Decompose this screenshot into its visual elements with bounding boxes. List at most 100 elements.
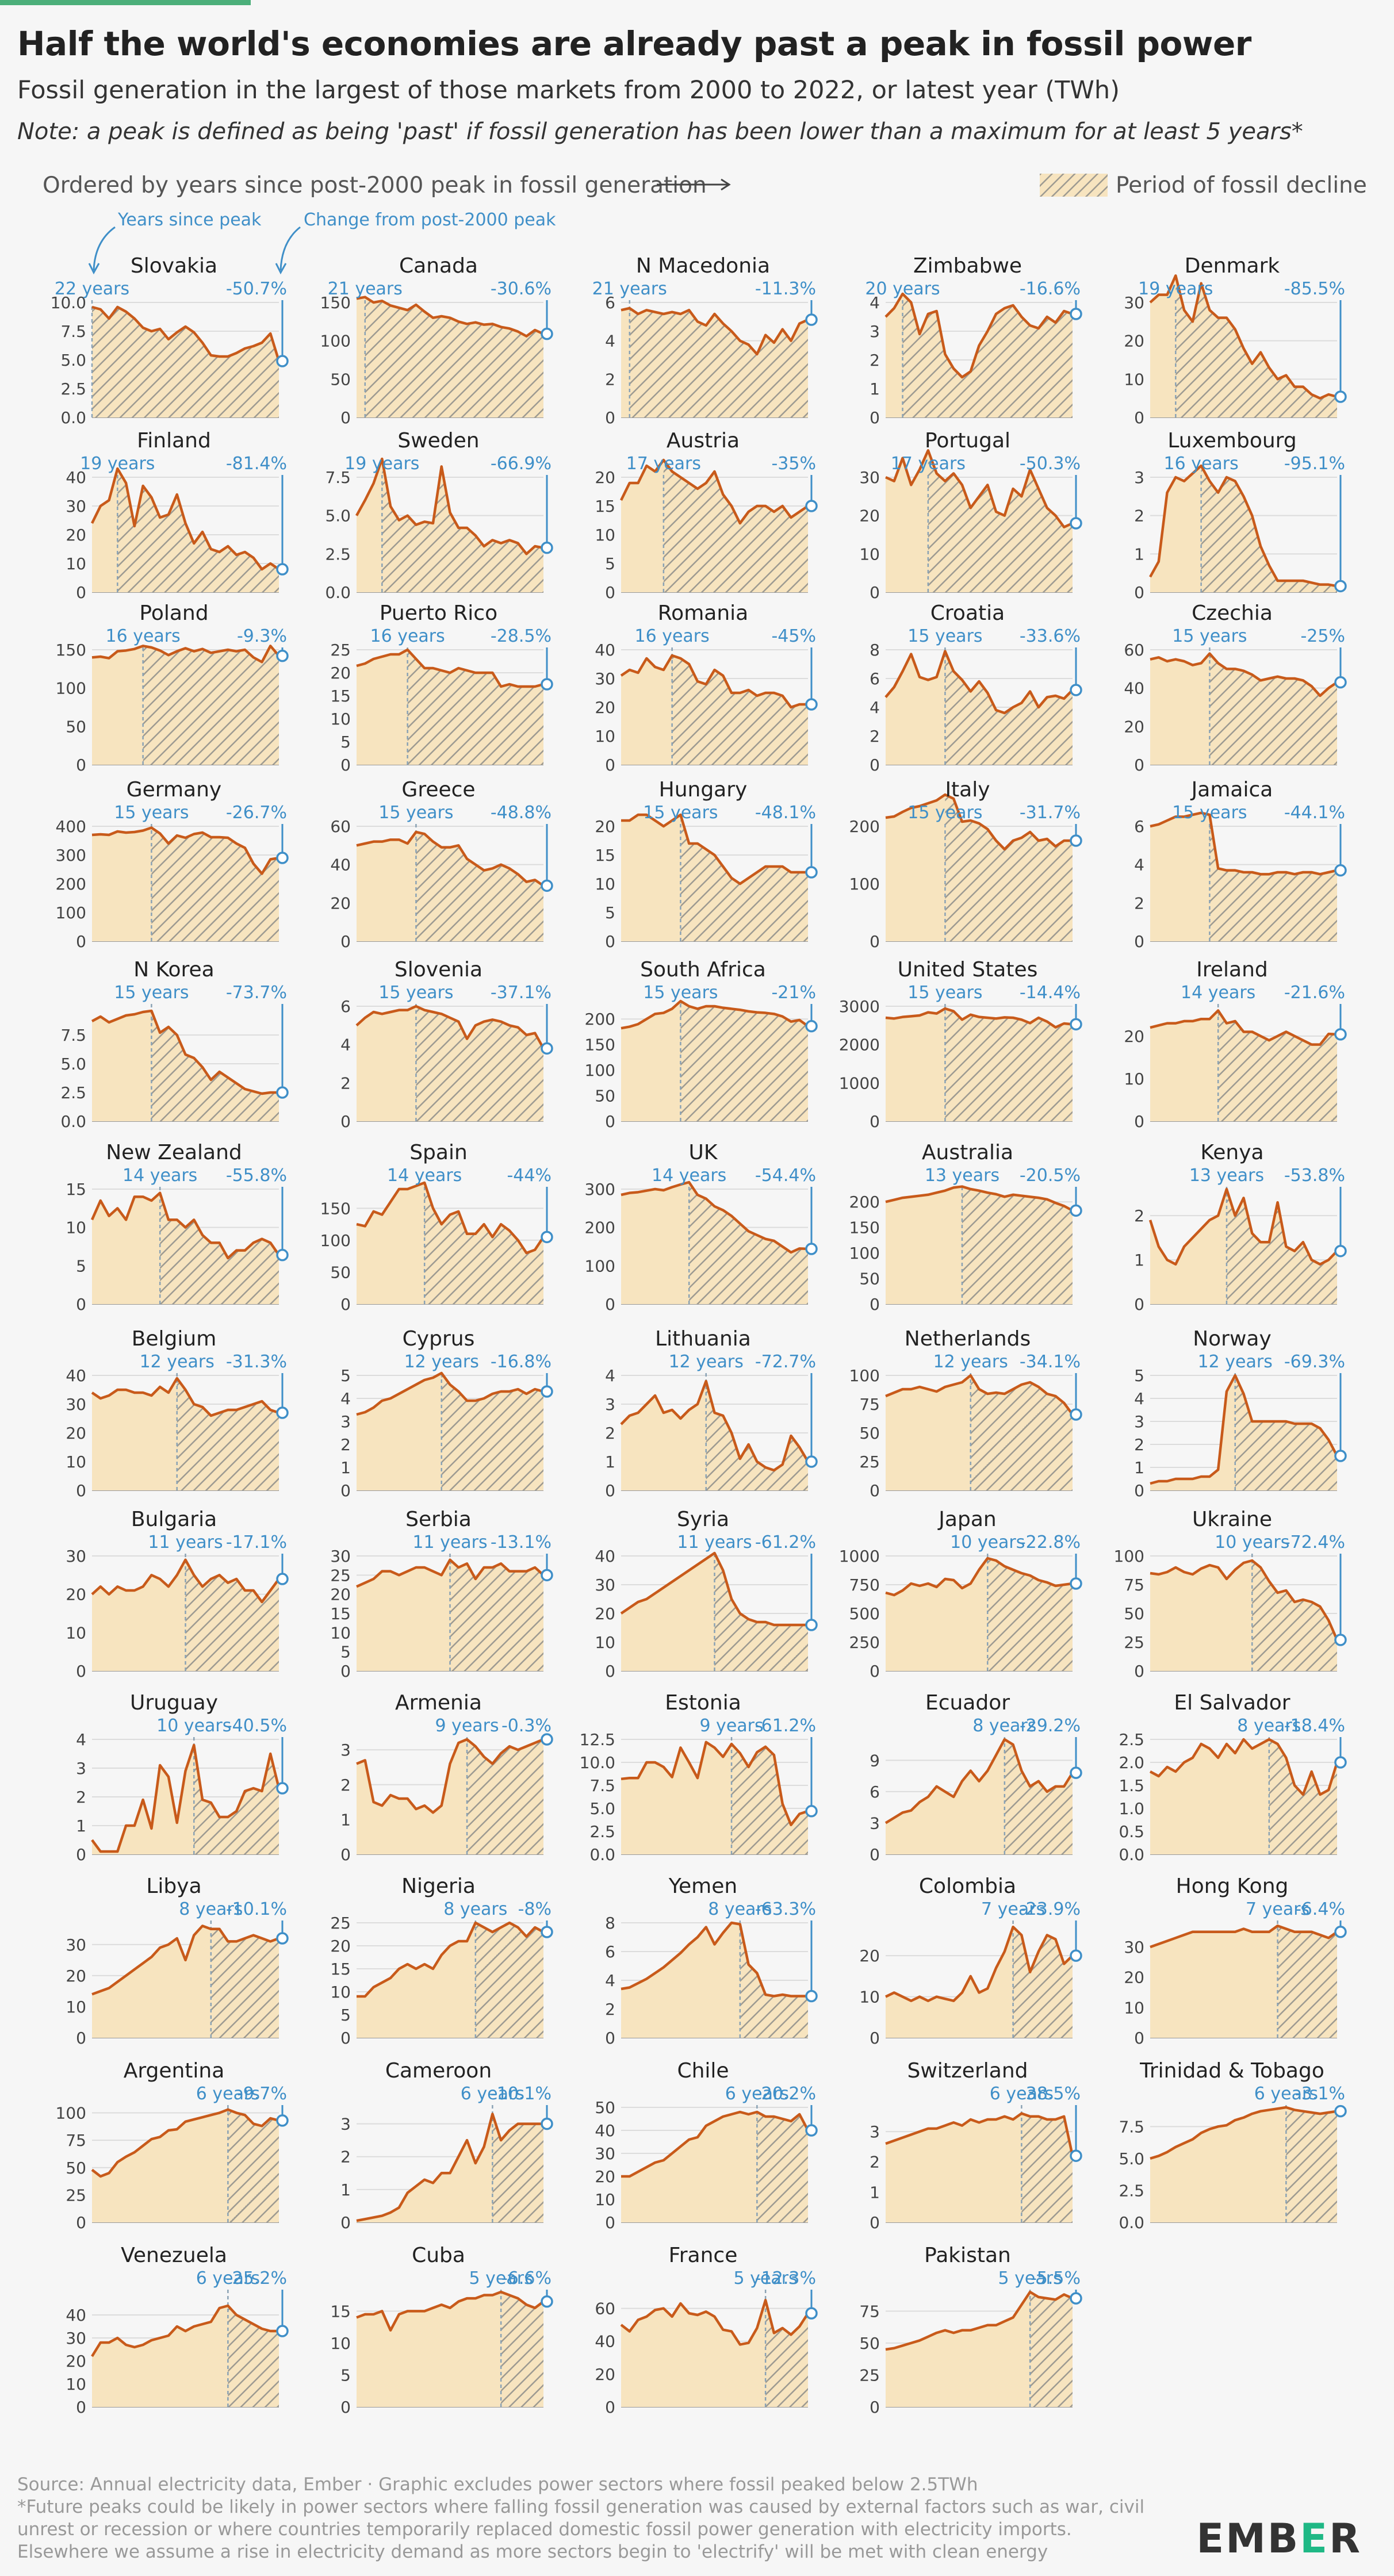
series-line: [1150, 2106, 1338, 2160]
series-line: [90, 1191, 280, 1260]
tick-label: 200: [56, 875, 86, 894]
tick-label: 10: [595, 1633, 615, 1652]
tick-label: 1: [340, 1458, 351, 1477]
tick-label: 0.0: [589, 1845, 615, 1864]
chart-title: Trinidad & Tobago: [1139, 2059, 1324, 2083]
change-marker-circle: [1334, 676, 1347, 689]
tick-label: 5: [340, 733, 351, 752]
tick-label: 2.0: [1119, 1753, 1144, 1772]
change-marker-circle: [1070, 2292, 1082, 2305]
series-line: [885, 793, 1073, 851]
tick-label: 50: [859, 1270, 880, 1289]
change-label: -9.7%: [237, 2084, 287, 2104]
tick-label: 60: [595, 2299, 615, 2318]
chart-title: Switzerland: [907, 2059, 1028, 2083]
change-label: -18.4%: [1284, 1716, 1345, 1736]
tick-label: 0: [870, 1295, 880, 1314]
chart-title: Puerto Rico: [380, 601, 497, 625]
annotation-years-since-peak: Years since peak: [118, 210, 262, 230]
decline-region: [194, 1745, 279, 1854]
tick-label: 0: [1134, 408, 1144, 427]
area-fill: [621, 2300, 808, 2407]
tick-label: 10: [1124, 1998, 1144, 2017]
tick-label: 4: [1134, 1389, 1144, 1408]
years-since-peak-label: 12 years: [669, 1352, 744, 1372]
change-label: -34.1%: [1020, 1352, 1081, 1372]
chart-title: Zimbabwe: [913, 254, 1022, 278]
change-marker-circle: [1334, 1926, 1347, 1938]
decline-region: [1277, 1926, 1337, 2038]
tick-label: 150: [320, 293, 351, 312]
tick-label: 2: [76, 1788, 86, 1807]
decline-region: [177, 1378, 279, 1490]
change-label: -21%: [771, 983, 816, 1003]
series-line: [357, 1921, 545, 1998]
tick-label: 2.5: [60, 1083, 86, 1102]
tick-label: 0: [340, 1481, 351, 1500]
chart-title: Denmark: [1185, 254, 1280, 278]
tick-label: 0: [76, 2398, 86, 2417]
arrow-right-icon: [657, 178, 731, 191]
series-line: [1149, 1738, 1339, 1796]
change-marker-circle: [276, 1406, 289, 1419]
tick-label: 7.5: [60, 1026, 86, 1045]
decline-region: [1030, 2292, 1073, 2407]
tick-label: 10: [66, 1452, 86, 1471]
tick-label: 4: [1134, 856, 1144, 875]
decline-region: [492, 2114, 543, 2222]
tick-label: 50: [859, 1424, 880, 1443]
tick-label: 0: [1134, 1112, 1144, 1131]
tick-label: 9: [870, 1751, 880, 1770]
tick-label: 20: [66, 526, 86, 545]
tick-label: 25: [66, 2186, 86, 2205]
tick-label: 100: [320, 332, 351, 351]
years-since-peak-label: 15 years: [114, 983, 189, 1003]
tick-label: 12.5: [580, 1730, 615, 1749]
decline-region: [228, 2306, 279, 2407]
chart-title: Uruguay: [130, 1691, 218, 1715]
change-marker-circle: [805, 1619, 818, 1631]
tick-label: 100: [56, 903, 86, 922]
decline-region: [945, 795, 1073, 941]
change-marker-circle: [805, 1019, 818, 1033]
tick-label: 100: [585, 1061, 615, 1080]
tick-label: 2: [1134, 507, 1144, 526]
tick-label: 6: [605, 1942, 615, 1961]
change-label: -37.1%: [491, 983, 552, 1003]
change-label: -66.9%: [491, 454, 552, 474]
tick-label: 15: [330, 2302, 351, 2321]
tick-label: 2: [605, 1424, 615, 1443]
years-since-peak-label: 15 years: [643, 983, 718, 1003]
tick-label: 750: [849, 1575, 880, 1594]
tick-label: 40: [595, 641, 615, 660]
series-line: [621, 306, 809, 356]
tick-label: 3: [870, 2122, 880, 2141]
series-line: [91, 2108, 279, 2178]
tick-label: 0.0: [325, 583, 351, 602]
tick-label: 50: [66, 2159, 86, 2178]
years-since-peak-label: 21 years: [592, 279, 667, 299]
chart-title: Slovenia: [395, 958, 482, 982]
decline-region: [441, 1373, 543, 1490]
tick-label: 40: [66, 1366, 86, 1385]
area-fill: [357, 2292, 543, 2407]
tick-label: 3000: [839, 997, 880, 1016]
tick-label: 0: [76, 2029, 86, 2048]
tick-label: 5: [605, 903, 615, 922]
tick-label: 30: [1124, 1938, 1144, 1957]
tick-label: 20: [330, 1937, 351, 1956]
change-marker-circle: [276, 2325, 289, 2337]
change-marker-circle: [1070, 684, 1082, 696]
tick-label: 0: [605, 1295, 615, 1314]
chart-title: N Macedonia: [636, 254, 770, 278]
years-since-peak-label: 9 years: [699, 1716, 763, 1736]
